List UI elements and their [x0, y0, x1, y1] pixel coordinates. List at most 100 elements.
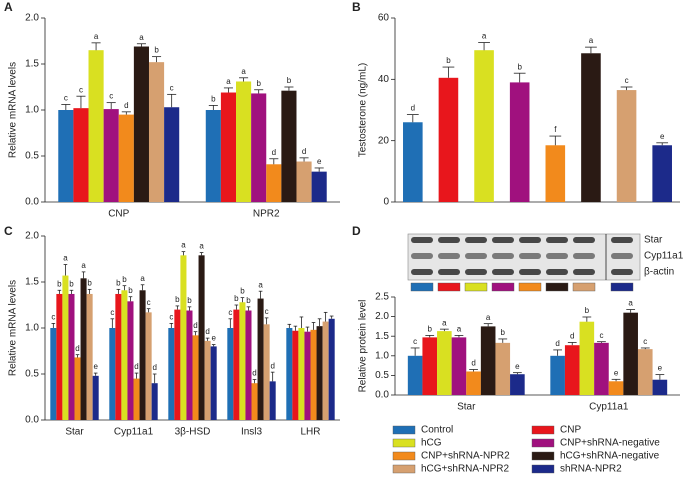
blot-band	[438, 237, 460, 243]
significance-letter: a	[63, 254, 68, 263]
bar	[58, 110, 74, 202]
blot-label: Star	[644, 235, 663, 246]
bar	[198, 255, 205, 420]
significance-letter: b	[187, 296, 192, 305]
bar	[118, 114, 134, 202]
significance-letter: b	[211, 95, 216, 104]
bar	[50, 328, 57, 420]
legend-swatch	[531, 438, 555, 448]
significance-letter: b	[246, 296, 251, 305]
significance-letter: a	[628, 299, 633, 308]
blot-band	[611, 237, 633, 243]
significance-letter: a	[258, 280, 263, 289]
bar	[205, 110, 221, 202]
y-tick-label: 0.5	[375, 370, 389, 381]
bar	[86, 293, 93, 420]
bar	[637, 349, 653, 395]
bar	[151, 383, 158, 420]
significance-letter: a	[94, 32, 99, 41]
significance-letter: d	[124, 101, 128, 110]
significance-letter: b	[122, 275, 127, 284]
lane-swatch	[464, 282, 488, 292]
significance-letter: a	[199, 242, 204, 251]
significance-letter: a	[241, 67, 246, 76]
significance-letter: e	[658, 364, 663, 373]
legend-label: CNP	[560, 425, 581, 436]
lane-swatch	[518, 282, 542, 292]
bar	[616, 90, 637, 202]
y-tick-label: 2.5	[375, 292, 389, 303]
significance-letter: b	[428, 325, 433, 334]
bar	[233, 309, 240, 420]
significance-letter: b	[585, 306, 590, 315]
y-tick-label: 2.0	[25, 231, 39, 242]
bar	[594, 342, 609, 395]
x-tick-label: Star	[457, 402, 476, 413]
x-tick-label: Insl3	[241, 427, 263, 438]
significance-letter: c	[169, 313, 173, 322]
bar	[139, 290, 146, 420]
bar	[92, 375, 99, 420]
significance-letter: e	[614, 368, 619, 377]
y-tick-label: 0.5	[25, 369, 39, 380]
bar	[652, 145, 672, 202]
bar	[251, 383, 258, 420]
blot-band	[546, 269, 568, 275]
significance-letter: d	[411, 104, 415, 113]
blot-band	[546, 237, 568, 243]
blot-band	[411, 269, 433, 275]
y-axis-label: Testosterone (ng/mL)	[358, 63, 369, 158]
bar	[623, 312, 638, 395]
significance-letter: b	[287, 76, 292, 85]
x-tick-label: NPR2	[253, 209, 280, 220]
bar	[133, 46, 149, 202]
bar	[316, 326, 323, 420]
bar	[480, 326, 496, 395]
bar	[204, 340, 211, 420]
bar	[298, 328, 305, 420]
legend-swatch	[531, 425, 555, 435]
significance-letter: d	[252, 369, 256, 378]
bar	[438, 77, 459, 202]
significance-letter: d	[75, 344, 79, 353]
bar	[403, 122, 423, 202]
legend-swatch	[392, 464, 416, 474]
bar	[251, 93, 267, 202]
significance-letter: f	[554, 125, 557, 134]
y-tick-label: 1.0	[375, 350, 389, 361]
bar	[73, 108, 89, 202]
bar	[407, 355, 423, 395]
bar	[180, 255, 187, 420]
bar	[257, 298, 264, 420]
blot-band	[465, 269, 487, 275]
bar	[186, 310, 193, 420]
y-tick-label: 40	[378, 74, 390, 85]
significance-letter: c	[265, 307, 269, 316]
significance-letter: e	[660, 132, 665, 141]
significance-letter: d	[471, 359, 475, 368]
bar	[510, 374, 525, 395]
lane-swatch	[410, 282, 434, 292]
legend-label: hCG+shRNA-negative	[560, 451, 660, 462]
blot-band	[438, 269, 460, 275]
bar	[311, 171, 327, 202]
significance-letter: a	[81, 261, 86, 270]
lane-swatch	[437, 282, 461, 292]
blot-band	[573, 237, 595, 243]
x-tick-label: Cyp11a1	[114, 427, 154, 438]
significance-letter: c	[110, 308, 114, 317]
blot-band	[519, 269, 541, 275]
y-tick-label: 1.0	[25, 105, 39, 116]
significance-letter: b	[517, 62, 522, 71]
legend-swatch	[531, 464, 555, 474]
blot-band	[492, 253, 514, 259]
significance-letter: b	[501, 328, 506, 337]
bar	[80, 278, 87, 420]
x-tick-label: Star	[65, 427, 84, 438]
bar	[304, 331, 311, 420]
bar	[56, 293, 63, 420]
blot-band	[611, 269, 633, 275]
x-tick-label: CNP	[108, 209, 129, 220]
significance-letter: b	[256, 79, 261, 88]
bar	[474, 50, 494, 203]
